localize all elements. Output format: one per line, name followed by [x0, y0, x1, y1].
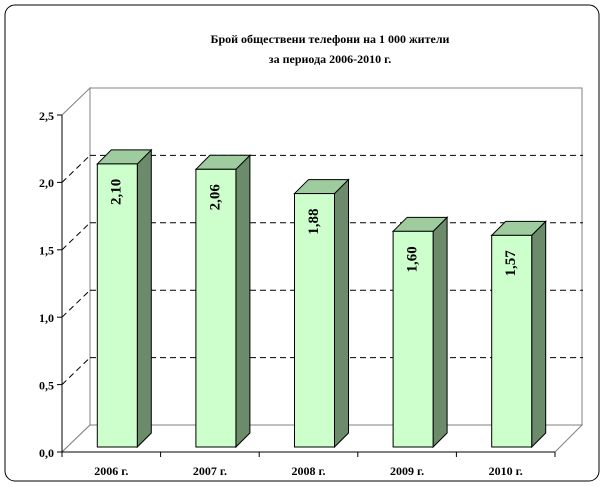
bar-front [294, 193, 335, 448]
bar-front [96, 163, 138, 448]
bar-front [392, 230, 434, 448]
value-label: 2,10 [109, 179, 125, 205]
value-label: 1,60 [405, 246, 421, 272]
bar-side [531, 220, 547, 449]
bar [194, 154, 252, 449]
bar-front [195, 168, 237, 448]
y-tick-label: 1,0 [39, 311, 54, 325]
value-label: 1,57 [503, 250, 519, 277]
x-tick-label: 2006 г. [94, 464, 128, 478]
bar-side [136, 148, 152, 449]
grid-line [61, 289, 91, 318]
bar-side [432, 216, 448, 449]
x-tick-label: 2008 г. [291, 464, 325, 478]
y-tick-label: 0,5 [39, 378, 54, 392]
y-tick-label: 0,0 [39, 446, 54, 460]
side-wall [61, 86, 91, 454]
bar [490, 220, 547, 449]
value-label: 2,06 [207, 184, 223, 211]
bar [96, 148, 153, 449]
bar-side [334, 178, 349, 449]
value-label: 1,88 [306, 208, 322, 234]
y-tick-label: 2,5 [39, 109, 54, 123]
grid-line [61, 357, 91, 385]
chart-title: за периода 2006-2010 г. [269, 52, 391, 66]
bar-side [235, 154, 251, 449]
x-tick-label: 2009 г. [390, 464, 424, 478]
grid-line [61, 155, 91, 183]
x-tick-label: 2010 г. [489, 464, 523, 478]
y-tick-label: 1,5 [39, 244, 54, 258]
bar-front [491, 234, 533, 448]
y-tick-label: 2,0 [39, 176, 54, 190]
chart-title: Брой обществени телефони на 1 000 жители [211, 32, 450, 46]
bar [391, 216, 449, 449]
bar [293, 178, 350, 449]
grid-line [61, 222, 91, 251]
x-tick-label: 2007 г. [193, 464, 227, 478]
